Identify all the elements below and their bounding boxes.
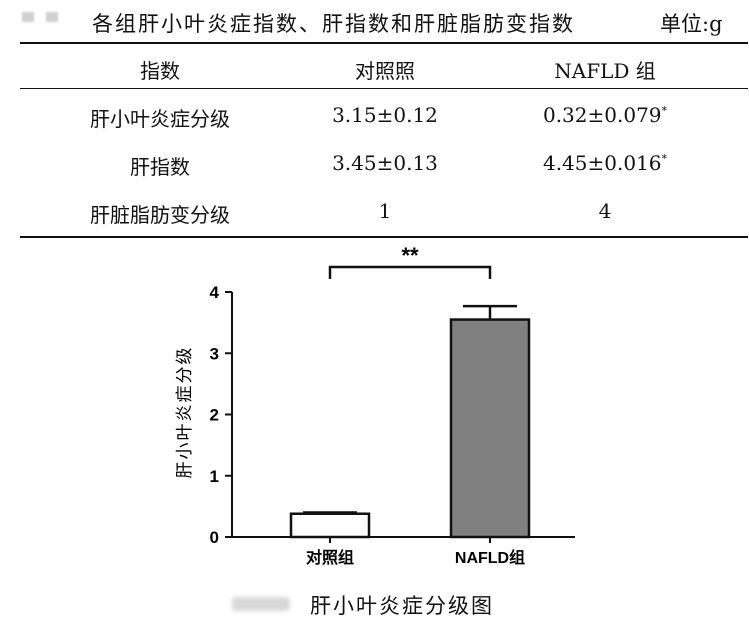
row-nafld-value: 0.32±0.079* [542,103,668,127]
y-tick-label: 0 [210,528,219,547]
x-tick-label: 对照组 [306,548,354,567]
table-header-rule [20,88,748,89]
table-title-row: 各组肝小叶炎症指数、肝指数和肝脏脂肪变指数 单位:g [0,2,749,38]
y-tick-label: 1 [210,467,219,486]
bar [449,318,531,539]
figure-caption: 肝小叶炎症分级图 [310,594,494,618]
row-control-value: 3.15±0.12 [332,103,438,127]
table-unit: 单位:g [660,12,723,36]
blurred-mark [46,12,58,22]
blurred-figure-number [232,597,290,611]
row-label: 肝脏脂肪变分级 [90,203,230,227]
y-tick-label: 2 [210,406,219,425]
significance-mark: * [661,152,668,166]
significance-bracket [328,265,492,279]
blurred-mark [22,12,34,22]
significance-mark: * [661,104,668,118]
row-nafld-value: 4.45±0.016* [542,151,668,175]
row-control-value: 1 [378,199,392,223]
y-tick-label: 3 [210,344,219,363]
figure-caption-row: 肝小叶炎症分级图 [0,588,749,618]
bar-chart-svg: 肝小叶炎症分级 0 1 2 3 4 对照组 NAFLD组 ** [175,243,575,567]
significance-label: ** [401,243,419,268]
row-label: 肝指数 [130,155,190,179]
header-nafld: NAFLD 组 [554,59,656,83]
table-top-rule [20,42,748,44]
table-title: 各组肝小叶炎症指数、肝指数和肝脏脂肪变指数 [92,12,575,36]
bar-chart: 肝小叶炎症分级 0 1 2 3 4 对照组 NAFLD组 ** [160,240,600,578]
row-nafld-value: 4 [598,199,612,223]
y-tick-label: 4 [210,283,220,302]
bar [289,512,371,539]
table-bottom-rule [20,236,748,238]
row-control-value: 3.45±0.13 [332,151,438,175]
row-label: 肝小叶炎症分级 [90,107,230,131]
y-axis-label: 肝小叶炎症分级 [175,346,195,479]
x-tick-label: NAFLD组 [455,548,525,567]
header-control: 对照照 [355,59,415,83]
header-index: 指数 [140,59,180,83]
